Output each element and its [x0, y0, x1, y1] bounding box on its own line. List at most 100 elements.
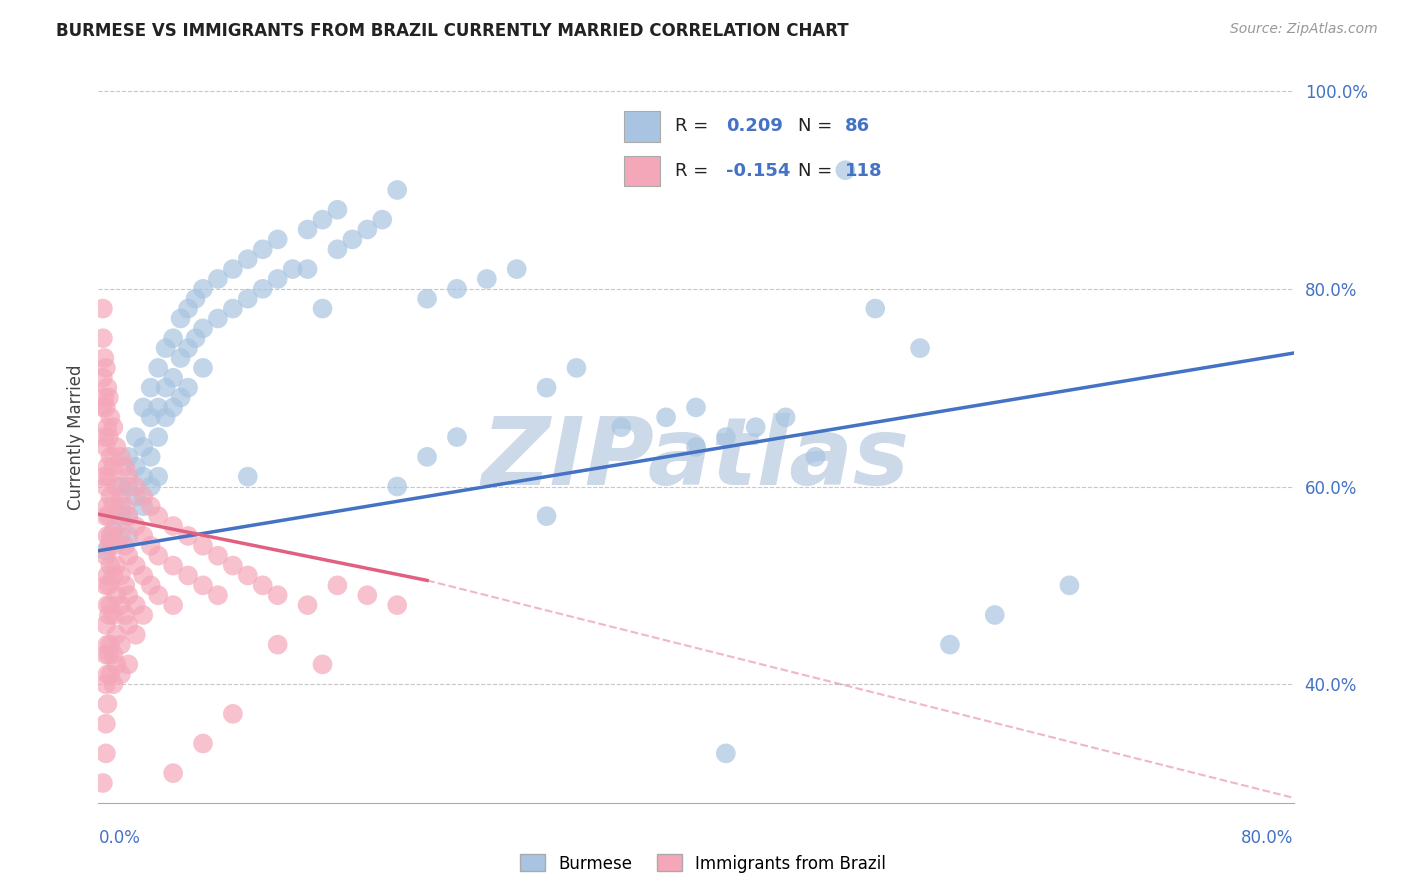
Point: [148, 360, 170, 375]
Point: [110, 598, 132, 612]
Point: [222, 301, 245, 316]
Point: [236, 469, 259, 483]
Point: [297, 262, 319, 277]
Text: N =: N =: [797, 162, 838, 180]
Point: [132, 529, 155, 543]
Point: [125, 430, 148, 444]
Point: [139, 539, 162, 553]
Point: [416, 292, 439, 306]
Point: [655, 410, 678, 425]
Point: [114, 500, 136, 514]
Point: [96, 420, 118, 434]
Text: 118: 118: [845, 162, 883, 180]
Point: [96, 667, 118, 681]
Text: R =: R =: [675, 162, 714, 180]
Point: [97, 539, 120, 553]
Point: [191, 539, 214, 553]
Point: [385, 479, 409, 493]
Point: [385, 598, 409, 612]
Text: ZIPatlas: ZIPatlas: [482, 413, 910, 505]
Point: [139, 500, 162, 514]
Point: [110, 568, 132, 582]
Point: [98, 529, 122, 543]
Point: [184, 331, 207, 345]
Point: [416, 450, 439, 464]
Point: [222, 558, 245, 573]
Point: [139, 450, 162, 464]
Point: [110, 479, 132, 493]
Point: [139, 479, 162, 493]
Text: -0.154: -0.154: [725, 162, 790, 180]
Point: [110, 529, 132, 543]
Point: [114, 539, 136, 553]
Point: [98, 410, 122, 425]
Point: [117, 529, 139, 543]
Point: [191, 360, 214, 375]
Point: [908, 341, 931, 355]
Point: [446, 282, 468, 296]
Point: [1059, 578, 1081, 592]
Point: [236, 252, 259, 267]
Point: [536, 509, 558, 524]
Point: [110, 509, 132, 524]
Point: [103, 539, 125, 553]
Point: [96, 568, 118, 582]
Y-axis label: Currently Married: Currently Married: [66, 364, 84, 510]
Point: [125, 479, 148, 493]
Point: [326, 578, 349, 592]
Point: [311, 657, 333, 672]
Point: [117, 618, 139, 632]
Point: [103, 607, 125, 622]
Point: [110, 489, 132, 503]
Point: [132, 489, 155, 503]
Point: [110, 500, 132, 514]
Point: [94, 479, 117, 493]
Point: [105, 479, 128, 493]
Point: [207, 311, 229, 326]
Point: [148, 509, 170, 524]
Point: [114, 607, 136, 622]
Point: [236, 568, 259, 582]
Point: [103, 420, 125, 434]
Point: [155, 410, 177, 425]
Bar: [624, 112, 659, 142]
Point: [117, 549, 139, 563]
Point: [162, 598, 184, 612]
Point: [98, 667, 122, 681]
Point: [91, 301, 114, 316]
Point: [91, 331, 114, 345]
Point: [96, 529, 118, 543]
Point: [103, 648, 125, 662]
Point: [207, 588, 229, 602]
Point: [162, 558, 184, 573]
Point: [91, 776, 114, 790]
Point: [281, 262, 304, 277]
Point: [94, 509, 117, 524]
Point: [685, 401, 707, 415]
Point: [342, 232, 364, 246]
Point: [96, 638, 118, 652]
Text: Source: ZipAtlas.com: Source: ZipAtlas.com: [1230, 22, 1378, 37]
Point: [177, 301, 200, 316]
Point: [94, 401, 117, 415]
Point: [983, 607, 1005, 622]
Point: [177, 529, 200, 543]
Point: [96, 598, 118, 612]
Text: N =: N =: [797, 117, 838, 136]
Point: [252, 578, 274, 592]
Point: [252, 282, 274, 296]
Point: [98, 558, 122, 573]
Point: [125, 489, 148, 503]
Point: [132, 469, 155, 483]
Text: 0.0%: 0.0%: [98, 829, 141, 847]
Point: [132, 401, 155, 415]
Point: [125, 519, 148, 533]
Point: [162, 401, 184, 415]
Text: 0.209: 0.209: [725, 117, 783, 136]
Point: [105, 440, 128, 454]
Point: [97, 391, 120, 405]
Point: [103, 524, 125, 538]
Point: [93, 351, 115, 365]
Point: [98, 489, 122, 503]
Point: [236, 292, 259, 306]
